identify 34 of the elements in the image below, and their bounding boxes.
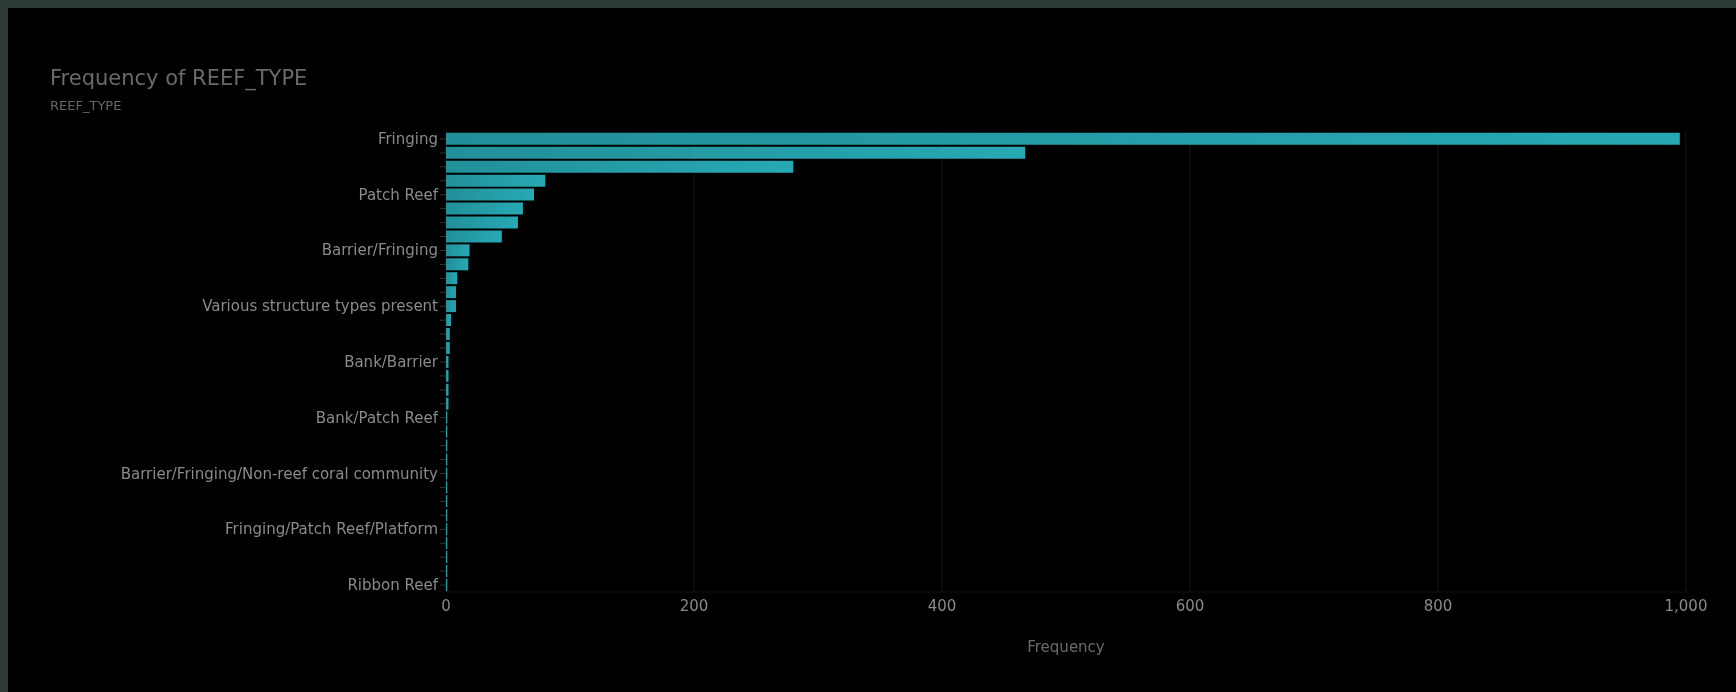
bar [446,174,546,187]
bar [446,230,502,243]
x-tick-label: 400 [927,596,957,615]
bar [446,188,535,201]
x-tick-label: 0 [441,596,451,615]
y-tick-label: Fringing [377,129,438,148]
y-tick-label: Patch Reef [358,185,439,204]
bar [446,146,1026,159]
x-tick-label: 1,000 [1664,596,1708,615]
bar [446,314,451,327]
bar [446,286,456,299]
bar [446,244,470,257]
y-tick-label: Barrier/Fringing/Non-reef coral community [120,464,439,483]
y-axis-title: REEF_TYPE [50,98,122,113]
y-tick-label: Various structure types present [202,297,439,316]
x-tick-label: 200 [679,596,709,615]
x-axis-title: Frequency [1027,638,1105,656]
bar [446,258,469,271]
bar [446,202,523,215]
bar [446,160,794,173]
y-tick-label: Barrier/Fringing [321,241,438,260]
x-tick-label: 800 [1423,596,1453,615]
x-tick-label: 600 [1175,596,1205,615]
text: Frequency of REEF_TYPE [50,66,308,90]
bar [446,341,450,354]
y-tick-label: Ribbon Reef [347,576,439,595]
y-tick-label: Fringing/Patch Reef/Platform [225,520,438,539]
bar [446,216,518,229]
bar [446,132,1680,145]
bar [446,300,456,313]
bar [446,272,458,285]
y-tick-label: Bank/Barrier [344,353,439,371]
bar [446,327,450,340]
y-tick-label: Bank/Patch Reef [315,408,439,427]
